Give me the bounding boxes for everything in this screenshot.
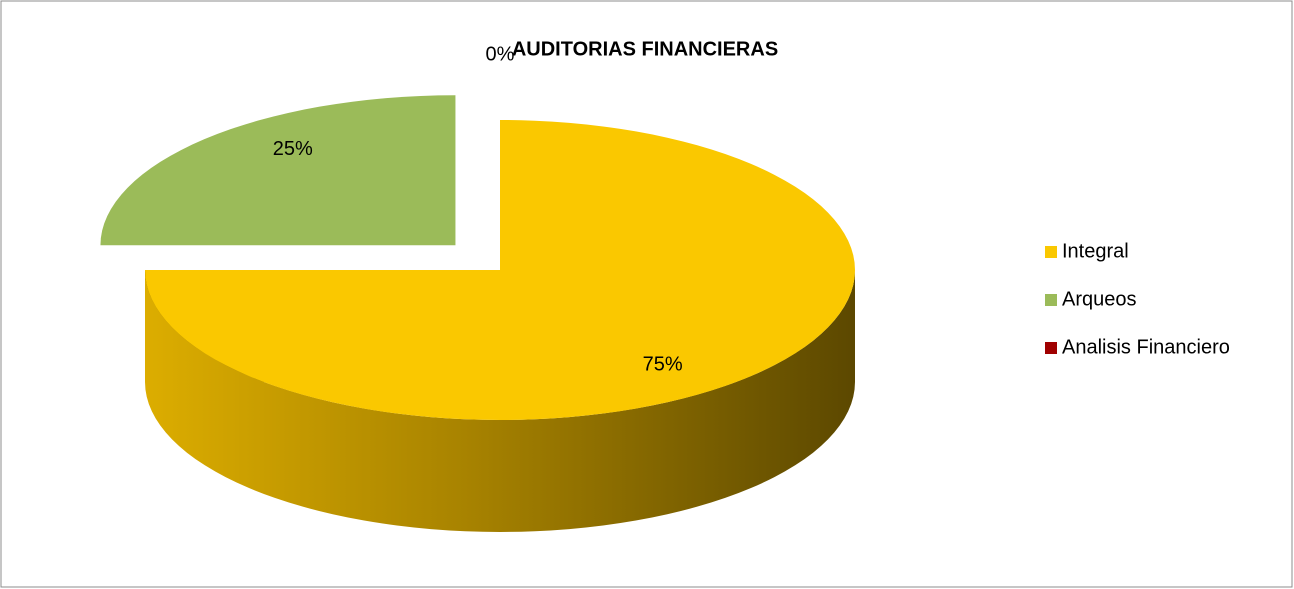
data-label: 0%: [486, 43, 515, 65]
slice-top: [100, 95, 456, 246]
slice: [145, 120, 855, 532]
legend-swatch: [1045, 294, 1057, 306]
slice-top: [145, 120, 855, 420]
slice: [100, 95, 456, 246]
legend-swatch: [1045, 246, 1057, 258]
slice-side: [145, 270, 855, 532]
data-label: 75%: [643, 354, 683, 376]
legend-label: Integral: [1062, 240, 1129, 262]
legend-label: Analisis Financiero: [1062, 336, 1230, 358]
legend: Integral Arqueos Analisis Financiero: [1045, 240, 1230, 358]
legend-label: Arqueos: [1062, 288, 1137, 310]
data-label: 25%: [273, 138, 313, 160]
chart-title: AUDITORIAS FINANCIERAS: [512, 38, 778, 60]
pie: 75% 25% 0%: [100, 43, 855, 532]
legend-swatch: [1045, 342, 1057, 354]
